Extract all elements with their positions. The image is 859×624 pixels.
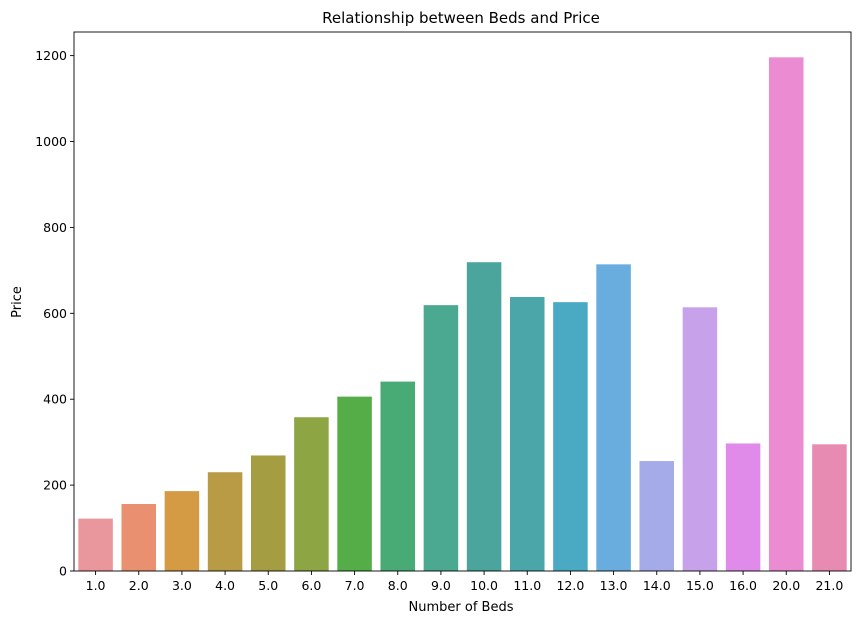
x-axis-label: Number of Beds xyxy=(409,600,514,615)
y-axis-label: Price xyxy=(10,286,25,318)
x-tick-label: 8.0 xyxy=(388,578,408,593)
bar-6.0 xyxy=(294,417,329,571)
x-tick-label: 6.0 xyxy=(301,578,321,593)
x-tick-label: 11.0 xyxy=(513,578,541,593)
y-tick-label: 200 xyxy=(43,478,67,493)
x-tick-label: 7.0 xyxy=(345,578,365,593)
bar-12.0 xyxy=(553,302,588,571)
x-tick-label: 10.0 xyxy=(470,578,498,593)
chart-title: Relationship between Beds and Price xyxy=(322,9,600,27)
bar-13.0 xyxy=(596,264,631,571)
y-tick-label: 1200 xyxy=(35,48,67,63)
x-tick-label: 15.0 xyxy=(686,578,714,593)
plot-frame xyxy=(73,31,852,572)
bar-11.0 xyxy=(509,296,545,571)
x-tick-label: 2.0 xyxy=(129,578,149,593)
x-tick-label: 20.0 xyxy=(772,578,800,593)
bar-2.0 xyxy=(121,504,157,571)
bar-14.0 xyxy=(639,461,675,571)
y-tick-label: 1000 xyxy=(35,134,67,149)
bars-group xyxy=(78,57,847,572)
bar-15.0 xyxy=(682,307,718,571)
x-tick-label: 9.0 xyxy=(431,578,451,593)
bar-16.0 xyxy=(725,443,761,571)
x-tick-label: 13.0 xyxy=(600,578,628,593)
x-tick-label: 1.0 xyxy=(86,578,106,593)
bar-4.0 xyxy=(207,472,243,571)
bar-7.0 xyxy=(337,396,372,571)
y-tick-label: 400 xyxy=(43,392,67,407)
bar-10.0 xyxy=(466,262,502,571)
bar-3.0 xyxy=(164,491,200,571)
x-tick-label: 3.0 xyxy=(172,578,192,593)
x-tick-label: 12.0 xyxy=(556,578,584,593)
bar-5.0 xyxy=(250,455,286,571)
bar-21.0 xyxy=(812,444,847,571)
bar-9.0 xyxy=(423,305,459,571)
x-tick-label: 16.0 xyxy=(729,578,757,593)
bar-20.0 xyxy=(768,57,804,572)
x-tick-label: 14.0 xyxy=(643,578,671,593)
y-tick-label: 0 xyxy=(59,564,67,579)
x-tick-label: 5.0 xyxy=(258,578,278,593)
y-tick-label: 600 xyxy=(43,306,67,321)
y-tick-label: 800 xyxy=(43,220,67,235)
x-axis-ticks: 1.0 2.0 3.0 4.0 5.0 6.0 7.0 8.0 9.0 10.0 11.0 12.0 1… xyxy=(86,571,843,593)
bar-1.0 xyxy=(78,518,113,571)
bar-8.0 xyxy=(380,381,416,571)
x-tick-label: 21.0 xyxy=(815,578,843,593)
x-tick-label: 4.0 xyxy=(215,578,235,593)
y-axis-ticks: 0 200 400 600 800 1000 1200 xyxy=(35,48,74,579)
